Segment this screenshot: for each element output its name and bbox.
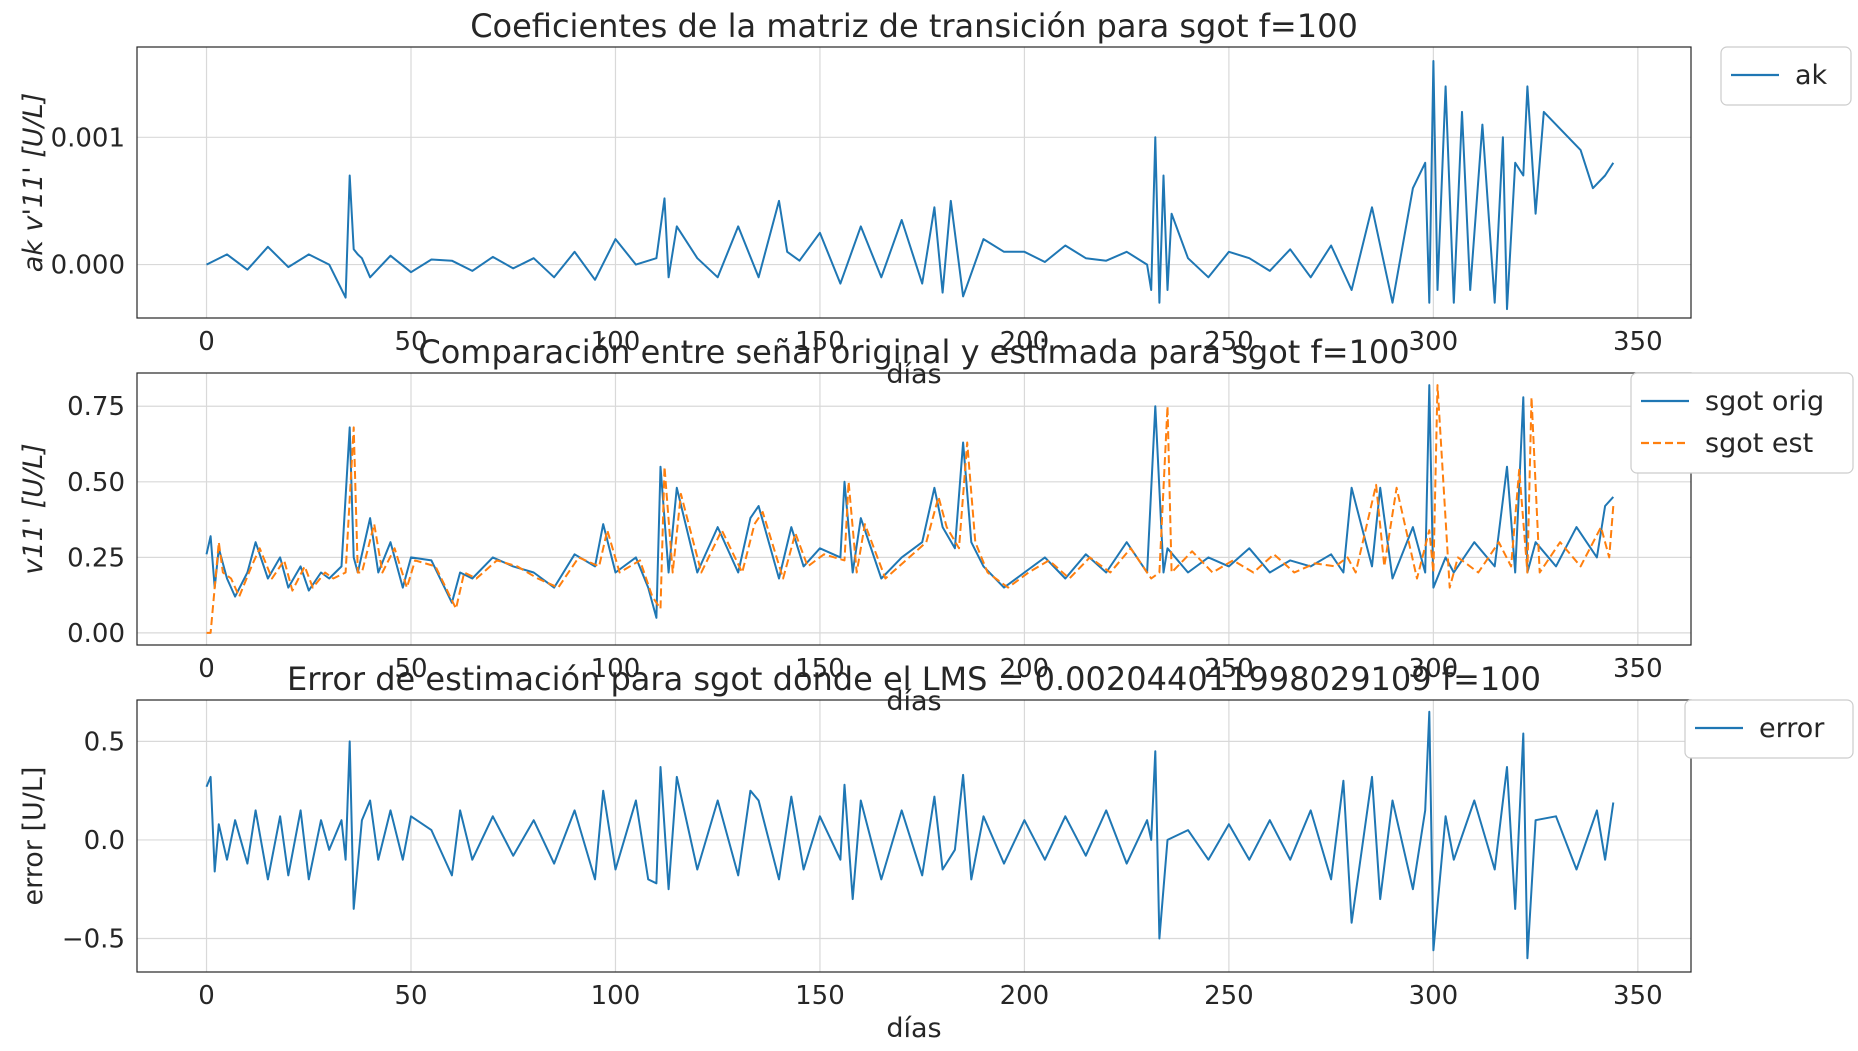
x-tick-label: 150 [795, 654, 845, 684]
x-tick-label: 100 [591, 327, 641, 357]
legend-label: error [1759, 713, 1825, 744]
subplot-2-ytick-labels: 0.00 0.25 0.50 0.75 [67, 392, 125, 649]
y-tick-label: 0.25 [67, 543, 125, 573]
subplot-2-legend: sgot orig sgot est [1630, 372, 1854, 474]
subplot-2-frame [136, 372, 1692, 646]
subplot-3-xlabel: días [886, 1013, 941, 1044]
subplot-1-lines [206, 60, 1615, 311]
x-tick-label: 50 [394, 654, 427, 684]
x-tick-label: 50 [394, 327, 427, 357]
x-tick-label: 100 [591, 654, 641, 684]
subplot-3-ytick-labels: −0.5 0.0 0.5 [62, 727, 125, 954]
x-tick-label: 100 [591, 981, 641, 1011]
x-tick-label: 200 [1000, 654, 1050, 684]
x-tick-label: 150 [795, 327, 845, 357]
subplot-3-lines [205, 710, 1615, 960]
series-line-ak [206, 60, 1615, 311]
x-tick-label: 250 [1204, 981, 1254, 1011]
subplot-comparison: 0 50 100 150 200 250 300 350 0.00 0.25 0.50 0.75 C… [18, 333, 1854, 717]
subplot-1-frame [136, 46, 1692, 319]
x-tick-label: 250 [1204, 654, 1254, 684]
subplot-1-xlabel: días [886, 359, 941, 390]
series-line-error [205, 710, 1615, 960]
y-tick-label: 0.75 [67, 392, 125, 422]
subplot-2-xtick-labels: 0 50 100 150 200 250 300 350 [198, 654, 1662, 684]
subplot-1-xtick-labels: 0 50 100 150 200 250 300 350 [198, 327, 1662, 357]
legend-box [1684, 699, 1854, 759]
y-tick-label: 0.00 [67, 619, 125, 649]
x-tick-label: 300 [1409, 654, 1459, 684]
subplot-1-title: Coeficientes de la matriz de transición … [470, 7, 1358, 45]
y-tick-label: 0.001 [51, 123, 125, 153]
y-tick-label: −0.5 [62, 924, 125, 954]
legend-box [1720, 46, 1852, 106]
subplot-3-title: Error de estimación para sgot donde el L… [287, 660, 1541, 698]
legend-label: ak [1795, 60, 1828, 91]
x-tick-label: 0 [198, 654, 215, 684]
subplot-2-ylabel: v11' [U/L] [18, 443, 49, 574]
series-line-sgot-est [206, 384, 1615, 634]
subplot-1-legend: ak [1720, 46, 1852, 106]
series-line-sgot-orig [205, 384, 1615, 619]
x-tick-label: 0 [198, 327, 215, 357]
legend-label: sgot est [1705, 428, 1813, 459]
subplot-2-lines [205, 384, 1615, 634]
x-tick-label: 350 [1613, 654, 1663, 684]
x-tick-label: 0 [198, 981, 215, 1011]
subplot-3-ylabel: error [U/L] [18, 767, 49, 906]
subplot-3-frame [136, 699, 1692, 973]
legend-box [1630, 372, 1854, 474]
subplot-2-xlabel: días [886, 686, 941, 717]
y-tick-label: 0.000 [51, 251, 125, 281]
x-tick-label: 200 [1000, 981, 1050, 1011]
subplot-2-title: Comparación entre señal original y estim… [418, 333, 1409, 371]
x-tick-label: 300 [1409, 981, 1459, 1011]
x-tick-label: 50 [394, 981, 427, 1011]
subplot-coefficients: 0 50 100 150 200 250 300 350 0.000 0.001 Coefici… [18, 7, 1852, 390]
subplot-3-legend: error [1684, 699, 1854, 759]
legend-label: sgot orig [1705, 386, 1824, 417]
subplot-1-ytick-labels: 0.000 0.001 [51, 123, 125, 280]
subplot-3-xtick-labels: 0 50 100 150 200 250 300 350 [198, 981, 1662, 1011]
x-tick-label: 350 [1613, 327, 1663, 357]
subplot-1-ylabel: ak v'11' [U/L] [18, 93, 49, 273]
x-tick-label: 200 [1000, 327, 1050, 357]
y-tick-label: 0.50 [67, 468, 125, 498]
y-tick-label: 0.0 [84, 826, 125, 856]
x-tick-label: 300 [1409, 327, 1459, 357]
x-tick-label: 150 [795, 981, 845, 1011]
x-tick-label: 350 [1613, 981, 1663, 1011]
y-tick-label: 0.5 [84, 727, 125, 757]
subplot-error: 0 50 100 150 200 250 300 350 −0.5 0.0 0.5 Error d… [18, 660, 1854, 1044]
x-tick-label: 250 [1204, 327, 1254, 357]
